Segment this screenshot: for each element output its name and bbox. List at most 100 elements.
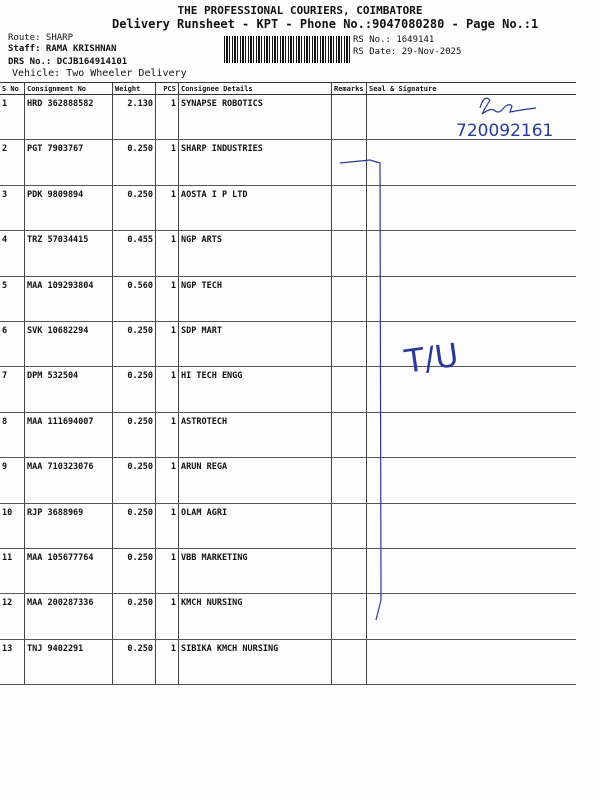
cell-remarks <box>331 639 367 686</box>
cell-name: SIBIKA KMCH NURSING <box>178 639 332 686</box>
staff: Staff: RAMA KRISHNAN <box>8 44 117 54</box>
cell-sno: 6 <box>0 321 25 368</box>
cell-pcs: 1 <box>155 503 179 549</box>
route: Route: SHARP <box>8 33 74 43</box>
cell-sno: 8 <box>0 412 25 459</box>
table-row: 5 MAA 109293804 0.560 1 NGP TECH <box>0 276 576 322</box>
cell-wt: 0.250 <box>112 185 156 232</box>
table-row: 12 MAA 200287336 0.250 1 KMCH NURSING <box>0 593 576 640</box>
cell-name: NGP ARTS <box>178 230 332 277</box>
cell-pcs: 1 <box>155 139 179 186</box>
vehicle: Vehicle: Two Wheeler Delivery <box>12 68 187 79</box>
cell-pcs: 1 <box>155 321 179 368</box>
rs-no: RS No.: 1649141 <box>353 35 435 45</box>
cell-sno: 1 <box>0 94 25 141</box>
cell-signature <box>366 639 576 686</box>
cell-signature <box>366 593 576 640</box>
cell-signature <box>366 139 576 186</box>
cell-name: SHARP INDUSTRIES <box>178 139 332 186</box>
cell-name: KMCH NURSING <box>178 593 332 640</box>
column-header: Consignment No <box>24 82 113 95</box>
column-header: Weight <box>112 82 156 95</box>
cell-pcs: 1 <box>155 185 179 232</box>
cell-sno: 7 <box>0 366 25 413</box>
cell-pcs: 1 <box>155 548 179 595</box>
table-row: 7 DPM 532504 0.250 1 HI TECH ENGG <box>0 366 576 413</box>
cell-name: VBB MARKETING <box>178 548 332 595</box>
cell-name: SDP MART <box>178 321 332 368</box>
drs-no: DRS No.: DCJB164914101 <box>8 57 128 67</box>
cell-wt: 0.250 <box>112 139 156 186</box>
cell-signature <box>366 457 576 504</box>
cell-name: HI TECH ENGG <box>178 366 332 413</box>
cell-signature <box>366 503 576 549</box>
cell-cn: TRZ 57034415 <box>24 230 113 277</box>
cell-signature <box>366 276 576 322</box>
runsheet-title: Delivery Runsheet - KPT - Phone No.:9047… <box>112 17 539 31</box>
column-header: S No <box>0 82 25 95</box>
cell-cn: PGT 7903767 <box>24 139 113 186</box>
cell-remarks <box>331 457 367 504</box>
table-row: 4 TRZ 57034415 0.455 1 NGP ARTS <box>0 230 576 277</box>
cell-remarks <box>331 94 367 141</box>
cell-sno: 4 <box>0 230 25 277</box>
cell-pcs: 1 <box>155 230 179 277</box>
cell-sno: 13 <box>0 639 25 686</box>
cell-cn: MAA 105677764 <box>24 548 113 595</box>
cell-name: AOSTA I P LTD <box>178 185 332 232</box>
cell-pcs: 1 <box>155 639 179 686</box>
barcode <box>224 36 350 63</box>
cell-sno: 10 <box>0 503 25 549</box>
table-row: 13 TNJ 9402291 0.250 1 SIBIKA KMCH NURSING <box>0 639 576 686</box>
cell-cn: MAA 109293804 <box>24 276 113 322</box>
cell-remarks <box>331 321 367 368</box>
cell-cn: RJP 3688969 <box>24 503 113 549</box>
cell-signature <box>366 230 576 277</box>
cell-signature <box>366 548 576 595</box>
table-row: 8 MAA 111694007 0.250 1 ASTROTECH <box>0 412 576 459</box>
cell-wt: 0.250 <box>112 503 156 549</box>
cell-wt: 0.250 <box>112 366 156 413</box>
cell-pcs: 1 <box>155 457 179 504</box>
cell-name: OLAM AGRI <box>178 503 332 549</box>
cell-name: ASTROTECH <box>178 412 332 459</box>
column-header: Seal & Signature <box>366 82 576 95</box>
cell-sno: 5 <box>0 276 25 322</box>
table-row: 9 MAA 710323076 0.250 1 ARUN REGA <box>0 457 576 504</box>
cell-name: NGP TECH <box>178 276 332 322</box>
cell-cn: TNJ 9402291 <box>24 639 113 686</box>
cell-cn: MAA 111694007 <box>24 412 113 459</box>
cell-remarks <box>331 366 367 413</box>
table-row: 3 PDK 9809894 0.250 1 AOSTA I P LTD <box>0 185 576 232</box>
cell-signature <box>366 321 576 368</box>
cell-signature <box>366 412 576 459</box>
table-row: 6 SVK 10682294 0.250 1 SDP MART <box>0 321 576 368</box>
cell-wt: 0.250 <box>112 412 156 459</box>
cell-remarks <box>331 230 367 277</box>
cell-wt: 0.560 <box>112 276 156 322</box>
cell-sno: 11 <box>0 548 25 595</box>
delivery-table: S No Consignment No Weight PCS Consignee Det… <box>0 82 576 686</box>
cell-pcs: 1 <box>155 366 179 413</box>
cell-wt: 0.250 <box>112 548 156 595</box>
cell-pcs: 1 <box>155 412 179 459</box>
company-title: THE PROFESSIONAL COURIERS, COIMBATORE <box>177 4 423 17</box>
cell-pcs: 1 <box>155 593 179 640</box>
column-header: Remarks <box>331 82 367 95</box>
cell-name: SYNAPSE ROBOTICS <box>178 94 332 141</box>
cell-pcs: 1 <box>155 94 179 141</box>
table-row: 1 HRD 362888582 2.130 1 SYNAPSE ROBOTICS <box>0 94 576 141</box>
cell-wt: 0.250 <box>112 457 156 504</box>
cell-wt: 0.250 <box>112 593 156 640</box>
table-row: 11 MAA 105677764 0.250 1 VBB MARKETING <box>0 548 576 595</box>
cell-cn: MAA 710323076 <box>24 457 113 504</box>
cell-signature <box>366 366 576 413</box>
cell-remarks <box>331 412 367 459</box>
cell-cn: PDK 9809894 <box>24 185 113 232</box>
cell-remarks <box>331 593 367 640</box>
cell-remarks <box>331 276 367 322</box>
cell-cn: HRD 362888582 <box>24 94 113 141</box>
cell-cn: SVK 10682294 <box>24 321 113 368</box>
cell-sno: 2 <box>0 139 25 186</box>
